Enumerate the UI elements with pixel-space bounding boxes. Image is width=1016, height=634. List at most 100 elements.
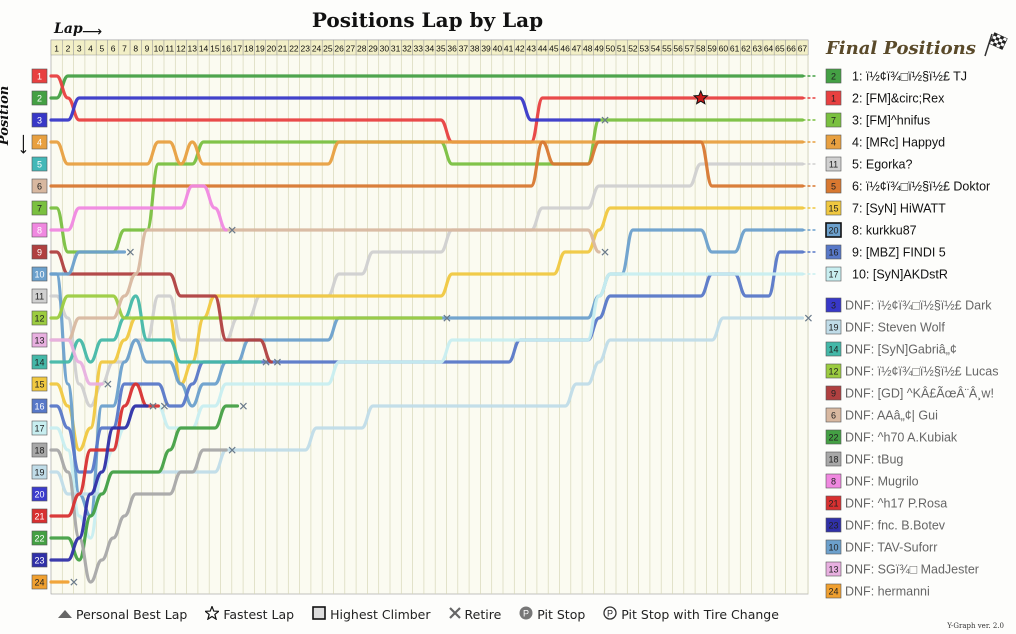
start-position-label: 13	[34, 336, 44, 346]
start-position-box	[31, 354, 48, 370]
legend-label: Fastest Lap	[223, 607, 295, 622]
series-line	[49, 74, 805, 100]
start-position-box	[31, 112, 48, 128]
retire-cross-icon: ✕	[600, 246, 610, 260]
lap-tick-label: 4	[88, 44, 93, 54]
lap-tick-label: 13	[188, 44, 198, 54]
lap-tick-label: 65	[775, 44, 785, 54]
lap-tick-label: 12	[176, 44, 186, 54]
start-position-box	[31, 244, 48, 260]
lap-tick-label: 55	[662, 44, 672, 54]
fastest-lap-star-icon	[692, 89, 709, 105]
start-position-box	[31, 266, 48, 282]
series-line	[49, 228, 601, 342]
lap-tick-label: 8	[133, 44, 138, 54]
final-position-box	[825, 156, 842, 172]
start-position-box	[31, 376, 48, 392]
dnf-position-box	[825, 429, 842, 445]
dnf-position-number: 22	[828, 433, 838, 443]
dnf-position-label: DNF: TAV-Suforr	[845, 541, 937, 555]
series-line	[49, 448, 228, 584]
start-position-box	[31, 464, 48, 480]
dnf-position-number: 10	[828, 543, 838, 553]
dnf-position-label: DNF: hermanni	[845, 585, 930, 599]
start-position-label: 4	[37, 138, 42, 148]
lap-tick-label: 15	[210, 44, 220, 54]
start-position-label: 10	[34, 270, 44, 280]
start-position-box	[31, 178, 48, 194]
lap-tick-label: 28	[357, 44, 367, 54]
start-position-box	[31, 156, 48, 172]
retire-cross-icon: ✕	[227, 444, 237, 458]
start-position-label: 19	[34, 468, 44, 478]
final-position-label: 7: [SyN] HiWATT	[852, 202, 946, 216]
dnf-position-number: 8	[831, 477, 836, 487]
lap-tick-label: 16	[221, 44, 231, 54]
final-position-box	[825, 68, 842, 84]
lap-tick-label: 41	[504, 44, 514, 54]
legend-label: Personal Best Lap	[76, 607, 188, 622]
final-position-box	[825, 134, 842, 150]
start-position-box	[31, 332, 48, 348]
series-line	[49, 74, 805, 144]
dnf-position-label: DNF: [GD] ^KÂ£ÃœÂ¨Â¸w!	[845, 386, 994, 401]
final-position-number: 16	[828, 248, 838, 258]
retire-cross-icon: ✕	[227, 224, 237, 238]
chart-title: Positions Lap by Lap	[311, 8, 544, 32]
start-position-box	[31, 288, 48, 304]
lap-tick-label: 64	[764, 44, 774, 54]
start-position-label: 7	[37, 204, 42, 214]
dnf-position-number: 9	[831, 389, 836, 399]
pit-tire-legend: P Pit Stop with Tire Change	[603, 606, 779, 623]
lap-tick-label: 33	[414, 44, 424, 54]
final-position-number: 15	[828, 204, 838, 214]
lap-tick-label: 50	[606, 44, 616, 54]
lap-header-cell	[796, 39, 809, 56]
lap-tick-label: 3	[77, 44, 82, 54]
lap-tick-label: 27	[346, 44, 356, 54]
retire-cross-icon: ✕	[125, 246, 135, 260]
final-position-box	[825, 266, 842, 282]
legend-label: Pit Stop	[537, 607, 586, 622]
start-position-label: 1	[37, 72, 42, 82]
lap-tick-label: 58	[696, 44, 706, 54]
lap-tick-label: 25	[323, 44, 333, 54]
svg-text:P: P	[607, 609, 613, 619]
retire-cross-icon: ✕	[238, 400, 248, 414]
lap-tick-label: 66	[786, 44, 796, 54]
right-arrow-icon: ⟶	[82, 24, 103, 40]
start-position-box	[31, 90, 48, 106]
dnf-position-label: DNF: Steven Wolf	[845, 321, 945, 335]
dnf-position-box	[825, 319, 842, 335]
lap-tick-label: 11	[165, 44, 174, 54]
start-position-label: 23	[34, 556, 44, 566]
final-position-number: 17	[828, 270, 838, 280]
lap-tick-label: 43	[527, 44, 537, 54]
series-line	[49, 404, 149, 562]
square-icon	[312, 606, 326, 623]
lap-tick-label: 63	[753, 44, 763, 54]
final-position-label: 3: [FM]^hnifus	[852, 114, 930, 128]
retire-cross-icon: ✕	[442, 312, 452, 326]
dnf-position-number: 6	[831, 411, 836, 421]
series-line	[49, 338, 104, 386]
fastest-lap-legend: Fastest Lap	[204, 604, 295, 623]
dnf-position-box	[825, 385, 842, 401]
series-line	[49, 294, 262, 364]
final-position-label: 5: Egorka?	[852, 158, 913, 172]
dnf-position-number: 3	[831, 301, 836, 311]
start-position-label: 12	[34, 314, 44, 324]
lap-tick-label: 21	[278, 44, 288, 54]
series-line	[49, 250, 273, 364]
lap-tick-label: 9	[145, 44, 150, 54]
lap-tick-label: 39	[481, 44, 491, 54]
start-position-box	[31, 398, 48, 414]
dnf-position-label: DNF: SGï¾□ MadJester	[845, 563, 979, 577]
final-position-label: 6: ï½¢ï¾□ï½§ï½£ Doktor	[852, 180, 990, 194]
start-position-box	[31, 222, 48, 238]
dnf-position-number: 13	[828, 565, 838, 575]
lap-tick-label: 48	[583, 44, 593, 54]
dnf-position-box	[825, 561, 842, 577]
final-position-number: 7	[831, 116, 836, 126]
lap-tick-label: 36	[447, 44, 457, 54]
